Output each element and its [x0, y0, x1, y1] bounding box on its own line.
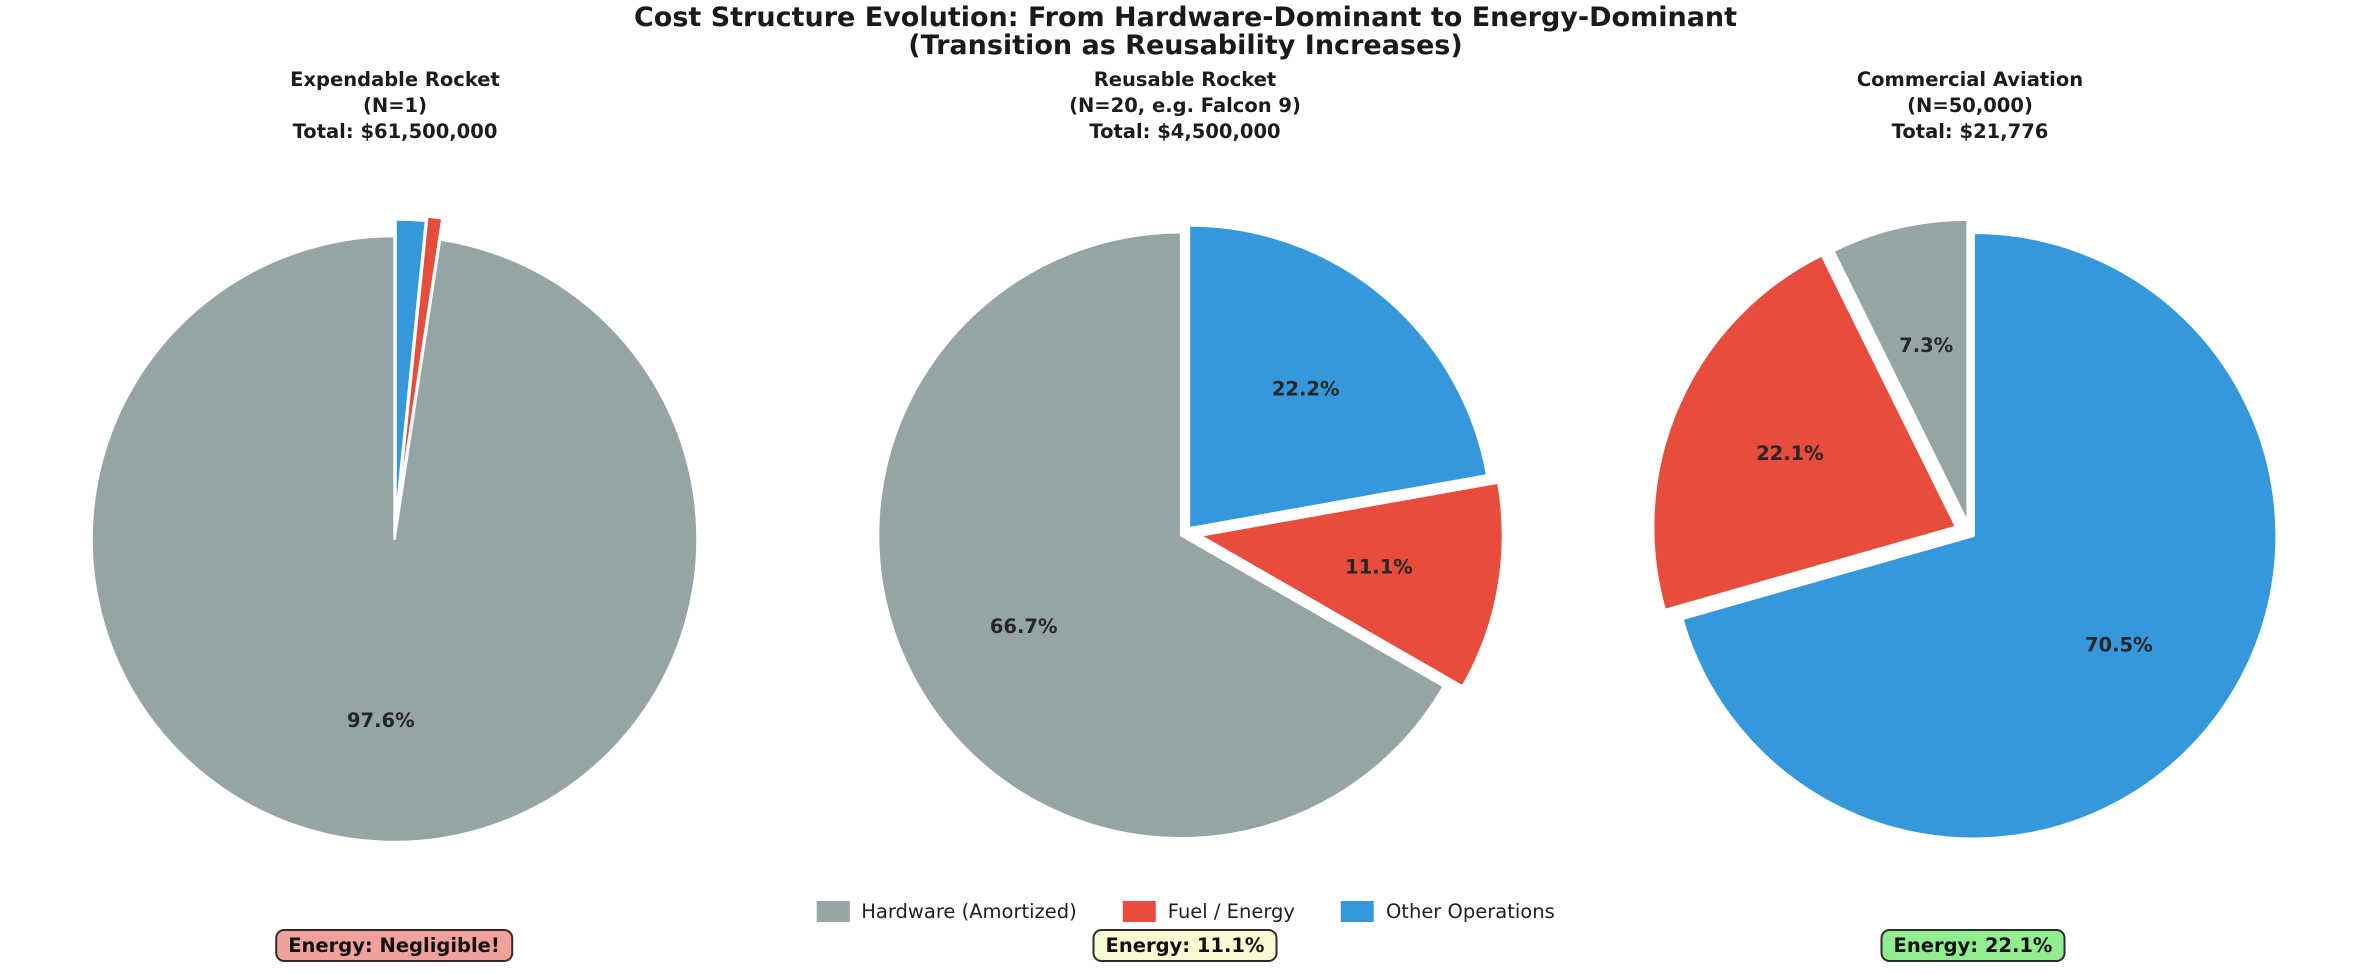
- pie-percent-label: 22.2%: [1272, 378, 1340, 401]
- pie-percent-label: 22.1%: [1756, 442, 1824, 465]
- pie-percent-label: 66.7%: [990, 615, 1058, 638]
- legend: Hardware (Amortized) Fuel / Energy Other…: [816, 900, 1555, 923]
- pie-percent-label: 70.5%: [2085, 634, 2153, 657]
- legend-item-hardware: Hardware (Amortized): [816, 900, 1077, 923]
- legend-swatch-other-operations: [1340, 901, 1374, 922]
- figure-title: Cost Structure Evolution: From Hardware-…: [0, 4, 2371, 60]
- pie-slice-fuel-energy: [1651, 254, 1958, 612]
- subplot-title-commercial-aviation: Commercial Aviation (N=50,000) Total: $2…: [1670, 67, 2270, 145]
- subplot-title-line: (N=20, e.g. Falcon 9): [1069, 94, 1301, 117]
- figure-title-line2: (Transition as Reusability Increases): [908, 30, 1463, 61]
- pie-chart-reusable-rocket: 66.7% 11.1% 22.2%: [876, 224, 1505, 840]
- subplot-title-line: (N=50,000): [1907, 94, 2033, 117]
- pie-percent-label: 97.6%: [347, 709, 415, 732]
- pie-slice-other-operations: [394, 218, 428, 524]
- pie-slice-other-operations: [1681, 231, 2278, 840]
- pie-percent-label: 7.3%: [1899, 334, 1953, 357]
- pie-slice-hardware-amortized-: [90, 234, 699, 844]
- subplot-total-label: Total: $21,776: [1891, 120, 2049, 143]
- pie-percent-label: 11.1%: [1345, 555, 1413, 578]
- pie-slice-hardware-amortized-: [876, 231, 1446, 840]
- figure-title-line1: Cost Structure Evolution: From Hardware-…: [633, 2, 1738, 33]
- legend-item-fuel-energy: Fuel / Energy: [1122, 900, 1295, 923]
- legend-label-other-operations: Other Operations: [1385, 900, 1555, 923]
- energy-annotation-reusable: Energy: 11.1%: [1092, 929, 1278, 962]
- legend-swatch-fuel-energy: [1122, 901, 1156, 922]
- subplot-title-expendable-rocket: Expendable Rocket (N=1) Total: $61,500,0…: [95, 67, 695, 145]
- pie-slice-fuel-energy: [395, 215, 444, 520]
- subplot-title-line: Commercial Aviation: [1856, 68, 2084, 91]
- pie-slice-hardware-amortized-: [1832, 218, 1969, 524]
- subplot-total-label: Total: $4,500,000: [1089, 120, 1281, 143]
- legend-item-other-operations: Other Operations: [1340, 900, 1555, 923]
- energy-annotation-expendable: Energy: Negligible!: [275, 929, 513, 962]
- pie-chart-commercial-aviation: 7.3% 22.1% 70.5%: [1651, 218, 2278, 840]
- subplot-total-label: Total: $61,500,000: [292, 120, 498, 143]
- legend-swatch-hardware: [816, 901, 850, 922]
- legend-label-fuel-energy: Fuel / Energy: [1167, 900, 1295, 923]
- pie-slice-other-operations: [1187, 224, 1489, 530]
- pie-slice-fuel-energy: [1198, 481, 1505, 688]
- pie-chart-expendable-rocket: 97.6%: [90, 215, 699, 844]
- subplot-title-reusable-rocket: Reusable Rocket (N=20, e.g. Falcon 9) To…: [885, 67, 1485, 145]
- subplot-title-line: Expendable Rocket: [290, 68, 500, 91]
- subplot-title-line: Reusable Rocket: [1093, 68, 1277, 91]
- energy-annotation-aviation: Energy: 22.1%: [1880, 929, 2066, 962]
- legend-label-hardware: Hardware (Amortized): [861, 900, 1077, 923]
- subplot-title-line: (N=1): [362, 94, 428, 117]
